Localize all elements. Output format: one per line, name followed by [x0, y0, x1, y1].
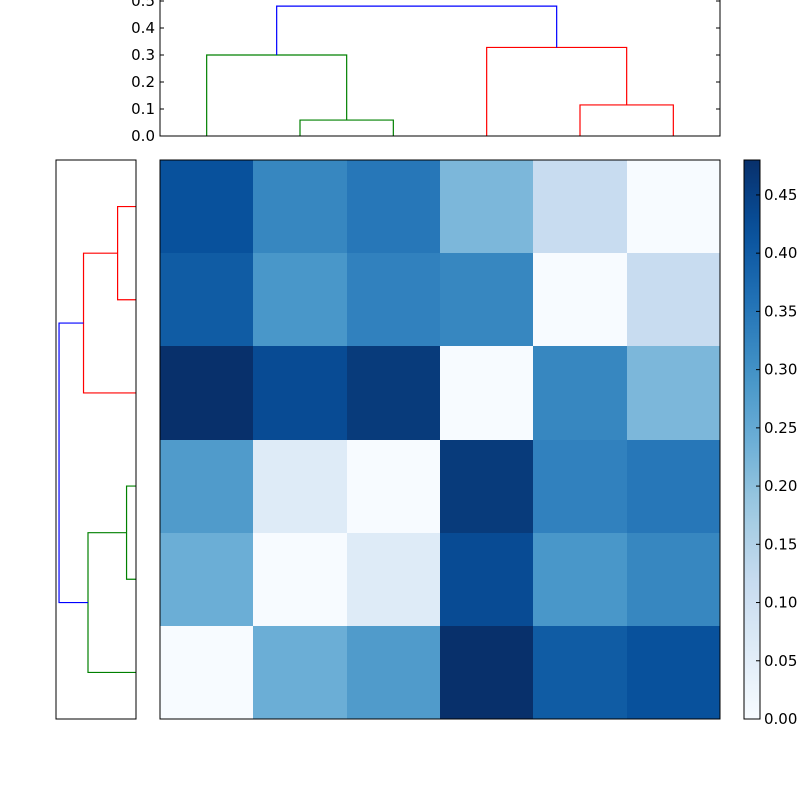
left-dendrogram-frame	[55, 159, 137, 720]
left-dendrogram-link	[116, 205, 136, 301]
heatmap-cell	[347, 533, 440, 626]
left-dendrogram-link	[125, 485, 136, 580]
heatmap-cell	[533, 253, 627, 346]
heatmap-cell	[533, 440, 627, 533]
colorbar-tick-label: 0.05	[764, 652, 797, 670]
heatmap-cell	[253, 440, 347, 533]
heatmap-cell	[160, 160, 253, 253]
heatmap-cell	[253, 533, 347, 626]
heatmap-cell	[440, 253, 533, 346]
colorbar-tick-label: 0.00	[764, 710, 797, 728]
top-dendrogram-tick-label: 0.1	[131, 100, 155, 118]
top-dendrogram-link	[299, 119, 394, 136]
top-dendrogram-link	[579, 104, 674, 136]
colorbar-tick-label: 0.35	[764, 302, 797, 320]
top-dendrogram-frame	[159, 0, 721, 137]
heatmap-cell	[533, 626, 627, 719]
heatmap-cell	[627, 440, 720, 533]
heatmap-cell	[440, 626, 533, 719]
colorbar-tick-label: 0.20	[764, 477, 797, 495]
colorbar-tick-label: 0.25	[764, 419, 797, 437]
left-dendrogram-link	[82, 252, 136, 394]
heatmap-cell	[440, 346, 533, 440]
colorbar-tick-label: 0.15	[764, 535, 797, 553]
heatmap-cell	[253, 346, 347, 440]
heatmap-cell	[627, 346, 720, 440]
heatmap-cell	[347, 160, 440, 253]
top-dendrogram-link	[486, 46, 628, 136]
heatmap-cell	[440, 160, 533, 253]
top-dendrogram-link	[206, 54, 348, 136]
top-dendrogram-tick-label: 0.3	[131, 46, 155, 64]
top-dendrogram-tick-label: 0.2	[131, 73, 155, 91]
heatmap-cell	[253, 253, 347, 346]
heatmap-cell	[347, 626, 440, 719]
heatmap-cell	[440, 440, 533, 533]
heatmap-cell	[533, 346, 627, 440]
top-dendrogram-tick-label: 0.4	[131, 19, 155, 37]
left-dendrogram-link	[58, 322, 88, 604]
left-dendrogram-link	[87, 532, 136, 674]
heatmap-cell	[160, 533, 253, 626]
heatmap-cell	[533, 533, 627, 626]
heatmap-cell	[160, 253, 253, 346]
heatmap-cell	[347, 440, 440, 533]
heatmap-cell	[627, 626, 720, 719]
heatmap-cell	[627, 253, 720, 346]
heatmap-cell	[160, 440, 253, 533]
top-dendrogram-link	[276, 5, 558, 55]
heatmap-cell	[440, 533, 533, 626]
colorbar-tick-label: 0.40	[764, 244, 797, 262]
colorbar-tick-label: 0.30	[764, 361, 797, 379]
top-dendrogram-tick-label: 0.5	[131, 0, 155, 10]
heatmap-cell	[627, 160, 720, 253]
heatmap-cell	[160, 626, 253, 719]
colorbar-tick-label: 0.45	[764, 186, 797, 204]
heatmap-cell	[160, 346, 253, 440]
heatmap-cell	[347, 346, 440, 440]
heatmap-cell	[253, 626, 347, 719]
colorbar-tick-label: 0.10	[764, 594, 797, 612]
heatmap-cell	[627, 533, 720, 626]
heatmap-cell	[253, 160, 347, 253]
heatmap-cell	[533, 160, 627, 253]
heatmap-frame	[159, 159, 721, 720]
top-dendrogram-tick-label: 0.0	[131, 127, 155, 145]
heatmap-cell	[347, 253, 440, 346]
colorbar	[743, 159, 761, 720]
